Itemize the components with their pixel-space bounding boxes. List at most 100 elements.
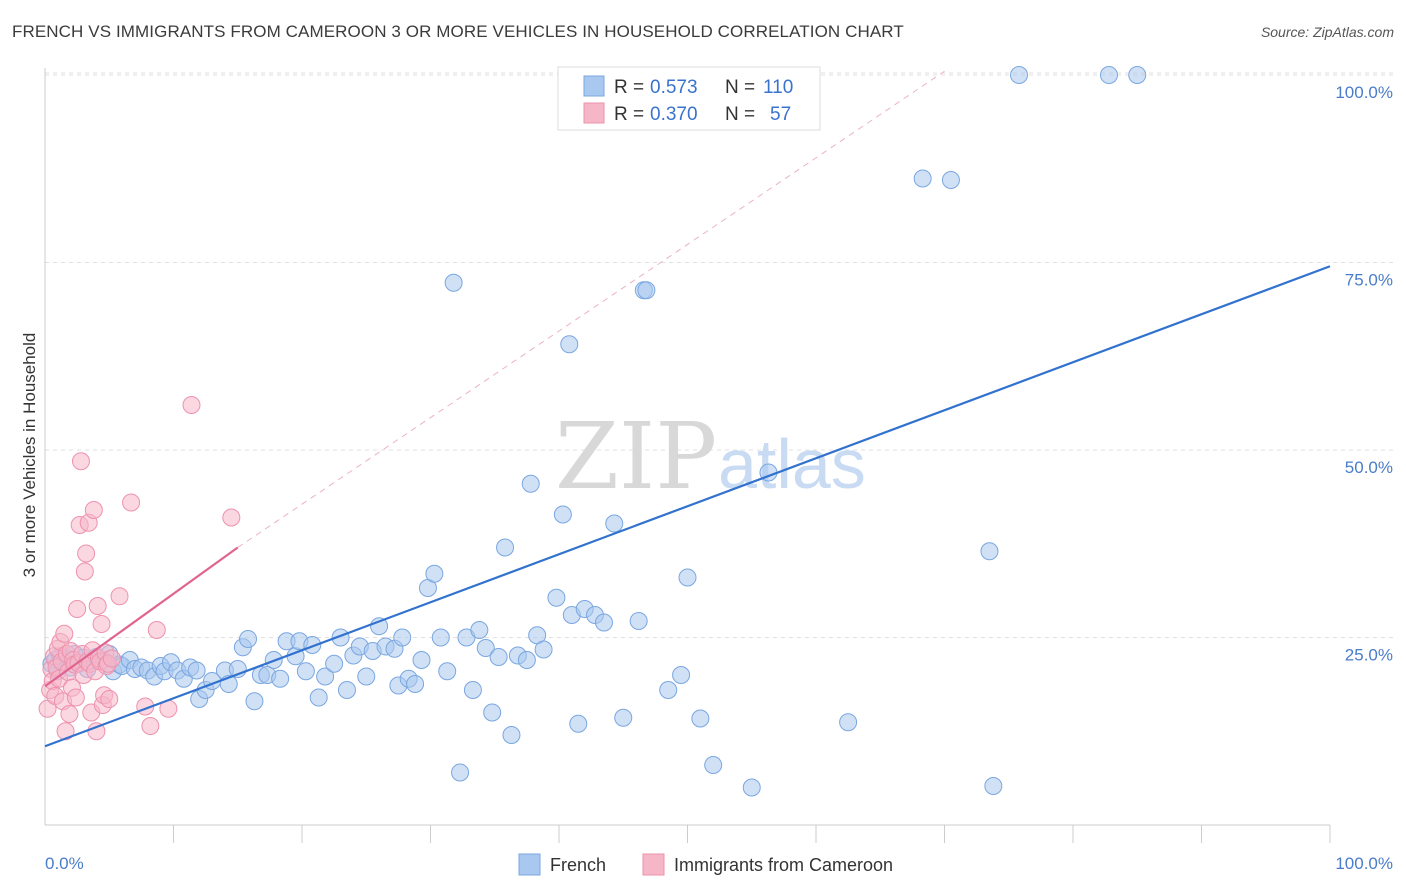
french-point bbox=[672, 666, 691, 684]
legend-n-value-french: 110 bbox=[763, 77, 793, 98]
french-point bbox=[425, 564, 444, 583]
watermark-zip: ZIP bbox=[555, 403, 717, 510]
french-point bbox=[239, 630, 258, 648]
french-point bbox=[303, 636, 322, 654]
french-point bbox=[637, 281, 656, 300]
french-point bbox=[913, 169, 932, 188]
bottom-legend: French Immigrants from Cameroon bbox=[518, 853, 893, 876]
cameroon-point bbox=[60, 705, 79, 723]
french-point bbox=[271, 669, 290, 688]
chart-source: Source: ZipAtlas.com bbox=[1260, 24, 1394, 40]
french-point bbox=[489, 648, 508, 666]
legend-n-value-cameroon: 57 bbox=[770, 104, 791, 125]
watermark-atlas: atlas bbox=[718, 425, 866, 503]
bottom-legend-swatch-french bbox=[518, 853, 541, 876]
trend-layer bbox=[44, 265, 1331, 748]
french-point bbox=[309, 688, 328, 707]
x-tick-label-min: 0.0% bbox=[45, 854, 84, 873]
grid-layer bbox=[45, 70, 1393, 638]
cameroon-point bbox=[77, 544, 96, 563]
french-point bbox=[496, 538, 515, 557]
french-point bbox=[470, 621, 489, 639]
french-point bbox=[569, 714, 588, 733]
points-layer bbox=[38, 66, 1147, 797]
cameroon-point bbox=[71, 452, 90, 471]
cameroon-point bbox=[100, 690, 119, 708]
french-point bbox=[451, 763, 470, 782]
legend-r-value-cameroon: 0.370 bbox=[650, 104, 698, 125]
french-point bbox=[659, 681, 678, 699]
french-point bbox=[704, 756, 723, 774]
cameroon-point bbox=[68, 600, 87, 618]
french-point bbox=[678, 568, 697, 587]
cameroon-trend-line bbox=[44, 546, 239, 688]
french-point bbox=[629, 612, 648, 630]
legend-n-label-french: N = bbox=[725, 77, 755, 98]
french-point bbox=[463, 681, 482, 699]
french-point bbox=[691, 709, 710, 728]
french-point bbox=[1099, 66, 1118, 84]
legend-swatch-french bbox=[583, 75, 605, 97]
french-point bbox=[245, 692, 264, 711]
x-tick-label-max: 100.0% bbox=[1335, 854, 1393, 873]
legend-r-label-french: R = bbox=[614, 77, 644, 98]
french-point bbox=[742, 778, 761, 797]
french-point bbox=[412, 651, 431, 669]
bottom-legend-label-cameroon: Immigrants from Cameroon bbox=[674, 855, 893, 875]
cameroon-point bbox=[222, 508, 241, 527]
french-point bbox=[560, 335, 579, 354]
y-tick-label: 25.0% bbox=[1345, 646, 1393, 665]
french-point bbox=[1128, 66, 1147, 84]
french-point bbox=[521, 474, 540, 493]
french-point bbox=[337, 681, 356, 699]
french-point bbox=[984, 777, 1003, 795]
y-tick-label: 100.0% bbox=[1335, 83, 1393, 102]
legend-r-label-cameroon: R = bbox=[614, 104, 644, 125]
french-point bbox=[980, 542, 999, 561]
cameroon-point bbox=[110, 587, 129, 606]
legend-r-value-french: 0.573 bbox=[650, 77, 698, 98]
axis-layer: 25.0% 50.0% 75.0% 100.0% 0.0% 100.0% bbox=[44, 68, 1393, 873]
cameroon-point bbox=[55, 624, 74, 643]
french-trend-line bbox=[44, 265, 1331, 748]
french-point bbox=[941, 171, 960, 189]
french-point bbox=[534, 640, 553, 659]
french-point bbox=[547, 588, 566, 607]
french-point bbox=[483, 703, 502, 722]
french-point bbox=[517, 651, 536, 669]
french-point bbox=[393, 628, 412, 647]
cameroon-point bbox=[182, 396, 201, 414]
y-tick-label: 50.0% bbox=[1345, 458, 1393, 477]
french-point bbox=[187, 661, 206, 680]
french-point bbox=[406, 675, 425, 693]
top-legend: R = 0.573 N = 110 R = 0.370 N = 57 bbox=[557, 66, 821, 131]
french-point bbox=[839, 713, 858, 732]
y-tick-label: 75.0% bbox=[1345, 271, 1393, 290]
french-point bbox=[614, 708, 633, 727]
french-point bbox=[502, 726, 521, 744]
watermark: ZIP atlas bbox=[555, 403, 866, 510]
french-point bbox=[594, 613, 613, 632]
legend-n-label-cameroon: N = bbox=[725, 104, 755, 125]
french-point bbox=[476, 639, 495, 657]
y-axis-title: 3 or more Vehicles in Household bbox=[20, 333, 39, 578]
cameroon-point bbox=[102, 649, 121, 668]
french-point bbox=[605, 514, 624, 533]
french-point bbox=[325, 654, 344, 673]
cameroon-point bbox=[147, 621, 166, 639]
cameroon-point bbox=[75, 562, 94, 581]
french-point bbox=[431, 628, 450, 647]
french-point bbox=[316, 667, 335, 686]
cameroon-point bbox=[88, 597, 107, 615]
legend-swatch-cameroon bbox=[583, 102, 605, 124]
french-point bbox=[553, 505, 572, 524]
cameroon-point bbox=[122, 493, 141, 512]
french-point bbox=[438, 662, 457, 681]
cameroon-point bbox=[56, 722, 75, 741]
cameroon-point bbox=[92, 615, 111, 633]
cameroon-point bbox=[66, 688, 85, 707]
french-point bbox=[296, 662, 315, 681]
cameroon-point bbox=[141, 717, 160, 735]
chart-title: FRENCH VS IMMIGRANTS FROM CAMEROON 3 OR … bbox=[12, 22, 904, 41]
